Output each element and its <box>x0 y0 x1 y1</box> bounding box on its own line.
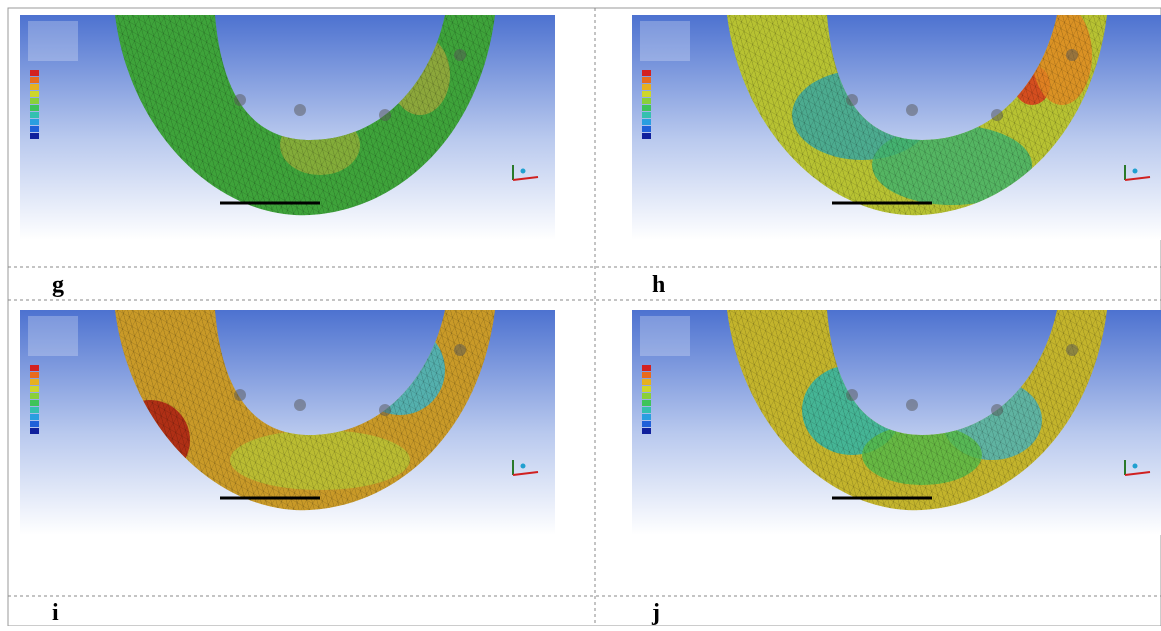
legend-swatch <box>642 379 651 385</box>
legend-swatch <box>642 126 651 132</box>
legend-swatch <box>30 372 39 378</box>
page: ghij (() => { const data = JSON.parse(do… <box>0 0 1161 626</box>
legend-swatch <box>642 77 651 83</box>
fea-panel <box>20 15 555 240</box>
implant <box>991 404 1003 416</box>
legend-swatch <box>30 91 39 97</box>
legend-swatch <box>642 365 651 371</box>
implant <box>294 104 306 116</box>
implant <box>454 344 466 356</box>
implant <box>379 404 391 416</box>
fea-panel <box>632 5 1161 240</box>
legend-swatch <box>30 70 39 76</box>
axis-z <box>521 169 526 174</box>
legend-swatch <box>642 407 651 413</box>
legend-swatch <box>642 105 651 111</box>
legend-swatch <box>30 428 39 434</box>
legend-swatch <box>30 119 39 125</box>
legend-swatch <box>642 112 651 118</box>
implant <box>1066 344 1078 356</box>
implant <box>454 49 466 61</box>
implant <box>846 94 858 106</box>
implant <box>1066 49 1078 61</box>
legend-swatch <box>642 119 651 125</box>
legend-swatch <box>642 428 651 434</box>
legend-header <box>28 21 78 61</box>
panel-label: j <box>651 600 660 626</box>
figure: g h i j <box>0 0 1161 626</box>
implant <box>294 399 306 411</box>
legend-swatch <box>30 105 39 111</box>
legend-swatch <box>642 133 651 139</box>
implant <box>234 389 246 401</box>
implant <box>846 389 858 401</box>
legend-swatch <box>30 421 39 427</box>
legend-header <box>640 21 690 61</box>
legend-swatch <box>30 386 39 392</box>
legend-header <box>28 316 78 356</box>
legend-swatch <box>30 77 39 83</box>
legend-swatch <box>642 84 651 90</box>
legend-swatch <box>642 372 651 378</box>
implant <box>234 94 246 106</box>
legend-swatch <box>30 126 39 132</box>
legend-swatch <box>642 400 651 406</box>
legend-swatch <box>30 365 39 371</box>
panel-label: i <box>52 600 59 626</box>
legend-swatch <box>30 414 39 420</box>
legend-swatch <box>30 133 39 139</box>
axis-z <box>1133 169 1138 174</box>
legend-swatch <box>642 393 651 399</box>
legend-swatch <box>30 84 39 90</box>
legend-swatch <box>642 70 651 76</box>
axis-z <box>1133 464 1138 469</box>
implant <box>906 104 918 116</box>
fea-panel <box>632 310 1161 535</box>
implant <box>379 109 391 121</box>
legend-swatch <box>30 400 39 406</box>
legend-swatch <box>642 421 651 427</box>
axis-z <box>521 464 526 469</box>
legend-swatch <box>642 98 651 104</box>
legend-header <box>640 316 690 356</box>
legend-swatch <box>642 414 651 420</box>
implant <box>906 399 918 411</box>
legend-swatch <box>642 91 651 97</box>
implant <box>991 109 1003 121</box>
legend-swatch <box>30 379 39 385</box>
legend-swatch <box>30 407 39 413</box>
panel-label: g <box>52 272 64 298</box>
legend-swatch <box>30 112 39 118</box>
panel-label: h <box>652 272 665 298</box>
fea-panel <box>20 310 555 535</box>
legend-swatch <box>30 98 39 104</box>
legend-swatch <box>30 393 39 399</box>
legend-swatch <box>642 386 651 392</box>
